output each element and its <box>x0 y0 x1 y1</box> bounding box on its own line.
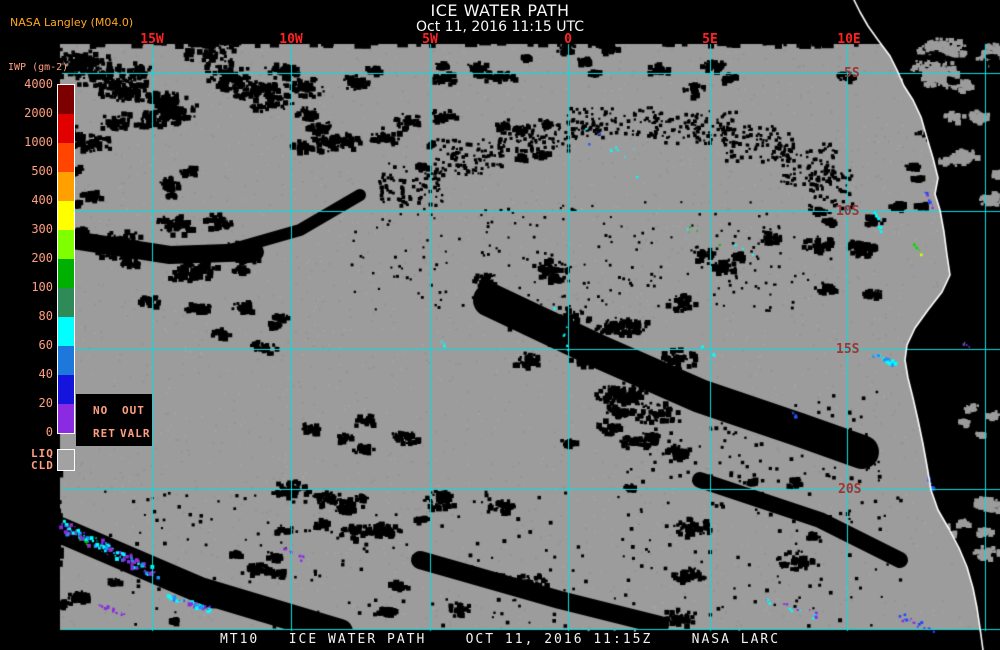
liquid-cloud-swatch <box>57 449 75 471</box>
colorbar-tick: 0 <box>45 425 53 439</box>
no-label: NO <box>93 404 109 417</box>
colorbar-segment <box>58 259 74 288</box>
footer-bar: MT10 ICE WATER PATH OCT 11, 2016 11:15Z … <box>219 632 781 647</box>
colorbar-tick: 4000 <box>24 77 53 91</box>
colorbar-segment <box>58 85 74 114</box>
colorbar-tick: 20 <box>38 396 53 410</box>
colorbar-tick: 200 <box>31 251 53 265</box>
timestamp-label: Oct 11, 2016 11:15 UTC <box>416 19 584 35</box>
cld-label: CLD <box>31 459 54 472</box>
colorbar-tick: 80 <box>38 309 53 323</box>
lat-label-15S: 15S <box>836 342 860 357</box>
colorbar-segment <box>58 201 74 230</box>
colorbar-tick: 40 <box>38 367 53 381</box>
colorbar-tick: 500 <box>31 164 53 178</box>
lat-label-10S: 10S <box>836 204 860 219</box>
valr-label: VALR <box>120 427 151 440</box>
no-retrieval-box: NO OUT RET VALR <box>76 394 152 446</box>
lon-label-5W: 5W <box>422 32 438 47</box>
colorbar-tick: 100 <box>31 280 53 294</box>
lon-label-10E: 10E <box>837 32 861 47</box>
lon-label-15W: 15W <box>140 32 164 47</box>
out-label: OUT <box>122 404 145 417</box>
colorbar-segment <box>58 172 74 201</box>
colorbar <box>57 84 75 434</box>
page-title: ICE WATER PATH <box>430 1 570 20</box>
liq-label: LIQ <box>31 447 54 460</box>
colorbar-segment <box>58 143 74 172</box>
colorbar-title: IWP (gm-2) <box>8 62 69 73</box>
colorbar-segment <box>58 317 74 346</box>
colorbar-tick: 1000 <box>24 135 53 149</box>
lon-label-0: 0 <box>564 32 572 47</box>
lon-label-5E: 5E <box>702 32 718 47</box>
colorbar-segment <box>58 404 74 433</box>
lat-label-20S: 20S <box>838 482 862 497</box>
colorbar-segment <box>58 114 74 143</box>
colorbar-segment <box>58 346 74 375</box>
colorbar-segment <box>58 230 74 259</box>
lat-label-5S: 5S <box>844 66 860 81</box>
colorbar-tick: 60 <box>38 338 53 352</box>
provider-label: NASA Langley (M04.0) <box>10 16 134 29</box>
colorbar-tick: 2000 <box>24 106 53 120</box>
colorbar-tick: 300 <box>31 222 53 236</box>
lon-label-10W: 10W <box>279 32 303 47</box>
ret-label: RET <box>93 427 116 440</box>
colorbar-segment <box>58 288 74 317</box>
colorbar-tick: 400 <box>31 193 53 207</box>
colorbar-segment <box>58 375 74 404</box>
